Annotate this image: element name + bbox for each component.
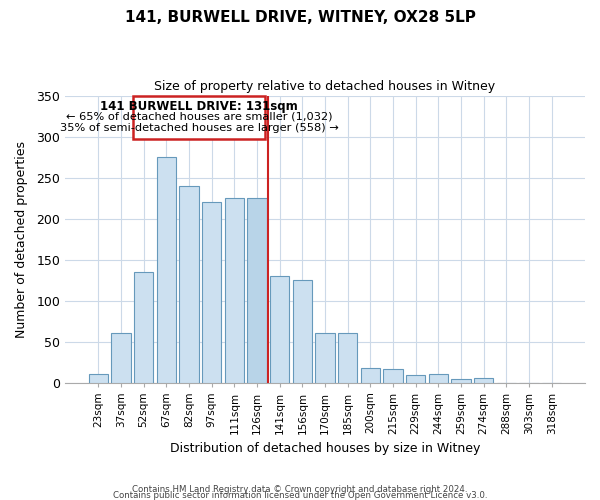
Bar [293,280,312,382]
Title: Size of property relative to detached houses in Witney: Size of property relative to detached ho… [154,80,496,93]
Text: 35% of semi-detached houses are larger (558) →: 35% of semi-detached houses are larger (… [60,122,338,132]
Bar [247,198,266,382]
Text: Contains public sector information licensed under the Open Government Licence v3: Contains public sector information licen… [113,490,487,500]
Bar [474,378,493,382]
Bar [338,334,358,382]
Bar [89,374,108,382]
Y-axis label: Number of detached properties: Number of detached properties [15,140,28,338]
FancyBboxPatch shape [133,96,265,139]
Bar [157,157,176,382]
Bar [270,276,289,382]
Text: 141, BURWELL DRIVE, WITNEY, OX28 5LP: 141, BURWELL DRIVE, WITNEY, OX28 5LP [125,10,475,25]
Text: Contains HM Land Registry data © Crown copyright and database right 2024.: Contains HM Land Registry data © Crown c… [132,484,468,494]
Bar [406,375,425,382]
Text: ← 65% of detached houses are smaller (1,032): ← 65% of detached houses are smaller (1,… [66,112,332,122]
Text: 141 BURWELL DRIVE: 131sqm: 141 BURWELL DRIVE: 131sqm [100,100,298,114]
Bar [316,334,335,382]
X-axis label: Distribution of detached houses by size in Witney: Distribution of detached houses by size … [170,442,480,455]
Bar [202,202,221,382]
Bar [383,370,403,382]
Bar [134,272,154,382]
Bar [112,334,131,382]
Bar [361,368,380,382]
Bar [429,374,448,382]
Bar [179,186,199,382]
Bar [451,379,470,382]
Bar [225,198,244,382]
